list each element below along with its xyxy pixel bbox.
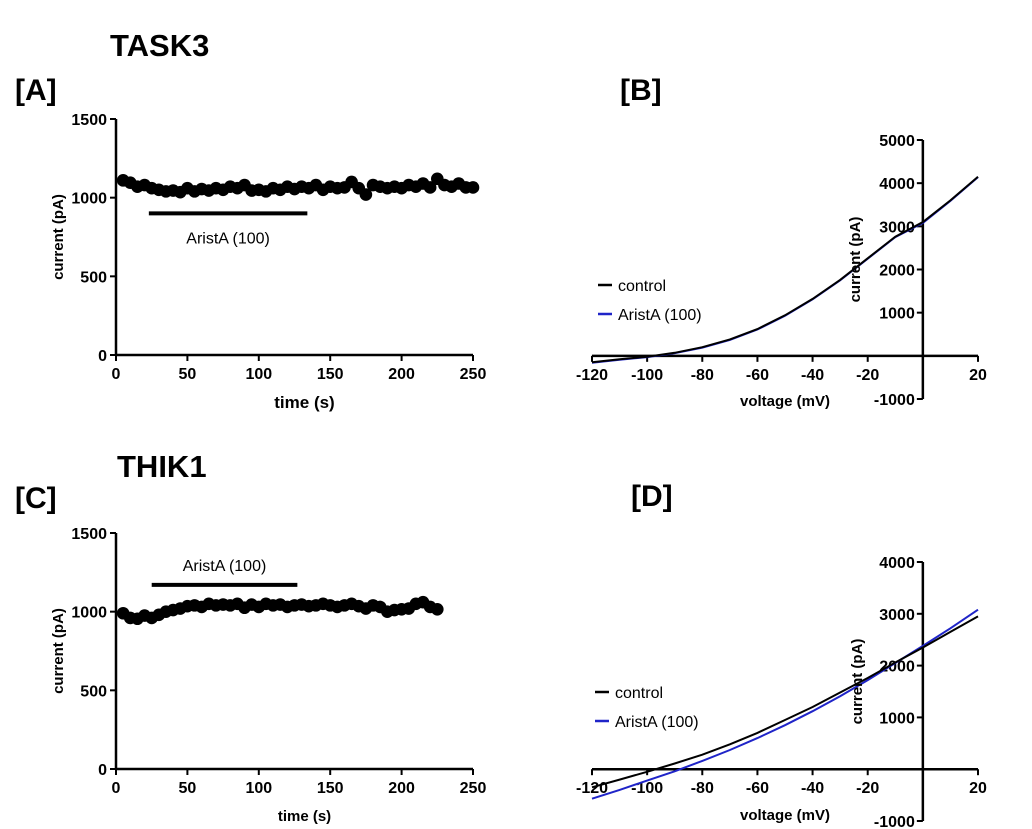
y-tick-label: 1000	[879, 710, 915, 727]
data-point	[466, 181, 480, 194]
x-tick-label: -20	[856, 367, 879, 384]
series-line	[591, 175, 979, 364]
x-tick-label: -100	[631, 780, 663, 797]
x-tick-label: -100	[631, 367, 663, 384]
y-tick-label: 1500	[71, 526, 107, 543]
legend-label: control	[615, 685, 663, 702]
y-tick-label: 4000	[879, 555, 915, 572]
x-tick-label: -120	[576, 367, 608, 384]
y-tick-label: 0	[98, 348, 107, 365]
y-tick-label: 3000	[879, 219, 915, 236]
y-tick-label: 500	[80, 683, 107, 700]
x-tick-label: 0	[112, 780, 121, 797]
x-tick-label: -60	[746, 367, 769, 384]
title-thik1: THIK1	[117, 449, 207, 484]
chart-b-iv-curve: -120 -100 -80 -60 -40 -20 20 -1000 1000 2000 3000 4…	[576, 133, 987, 410]
y-tick-label: 2000	[879, 263, 915, 280]
x-tick-label: -40	[801, 780, 824, 797]
y-tick-label: 5000	[879, 133, 915, 150]
y-tick-label: 4000	[879, 176, 915, 193]
x-axis-label: time (s)	[274, 393, 334, 412]
x-tick-label: -80	[691, 367, 714, 384]
y-tick-label: 1000	[71, 605, 107, 622]
x-tick-label: -80	[691, 780, 714, 797]
x-axis-label: voltage (mV)	[740, 807, 830, 824]
title-task3: TASK3	[110, 28, 209, 63]
data-point	[431, 603, 444, 616]
x-tick-label: 20	[969, 780, 987, 797]
x-axis-label: time (s)	[278, 808, 331, 825]
panel-label-a: [A]	[15, 74, 57, 107]
y-tick-label: 2000	[879, 659, 915, 676]
y-tick-label: 500	[80, 269, 107, 286]
y-tick-label: -1000	[874, 814, 915, 829]
x-tick-label: 100	[245, 366, 272, 383]
x-tick-label: 250	[460, 366, 487, 383]
legend-label: AristA (100)	[618, 307, 702, 324]
y-tick-label: 1500	[71, 112, 107, 129]
legend-label: control	[618, 278, 666, 295]
x-tick-label: 50	[179, 366, 197, 383]
x-tick-label: 200	[388, 366, 415, 383]
x-tick-label: -20	[856, 780, 879, 797]
x-tick-label: 50	[179, 780, 197, 797]
x-tick-label: 150	[317, 780, 344, 797]
y-axis-label: current (pA)	[849, 639, 866, 725]
y-tick-label: 1000	[71, 191, 107, 208]
y-tick-label: 0	[98, 762, 107, 779]
y-tick-label: 1000	[879, 306, 915, 323]
y-tick-label: 3000	[879, 607, 915, 624]
x-axis-label: voltage (mV)	[740, 393, 830, 410]
panel-label-c: [C]	[15, 482, 57, 515]
y-tick-label: -1000	[874, 392, 915, 409]
treatment-label: AristA (100)	[183, 558, 267, 575]
data-point	[359, 188, 373, 201]
data-point	[423, 181, 437, 194]
panel-label-d: [D]	[631, 480, 673, 513]
x-tick-label: 20	[969, 367, 987, 384]
chart-d-iv-curve: -120 -100 -80 -60 -40 -20 20-10001000200030004…	[576, 555, 987, 829]
x-tick-label: -60	[746, 780, 769, 797]
y-axis-label: current (pA)	[50, 608, 67, 694]
x-tick-label: 150	[317, 366, 344, 383]
y-axis-label: current (pA)	[50, 194, 67, 280]
panel-label-b: [B]	[620, 74, 662, 107]
series-line	[591, 615, 979, 789]
x-tick-label: 200	[388, 780, 415, 797]
treatment-label: AristA (100)	[186, 230, 270, 247]
chart-c-time-course: 0 500 1000 1500 0 50 100 150 200 250 time (s) curre…	[50, 526, 486, 825]
x-tick-label: 0	[112, 366, 121, 383]
y-axis-label: current (pA)	[847, 217, 864, 303]
x-tick-label: -40	[801, 367, 824, 384]
legend-label: AristA (100)	[615, 714, 699, 731]
chart-a-time-course: 0 500 1000 1500 0 50 100 150 200 250 time (s) curre…	[50, 112, 486, 412]
x-tick-label: 100	[245, 780, 272, 797]
x-tick-label: 250	[460, 780, 487, 797]
